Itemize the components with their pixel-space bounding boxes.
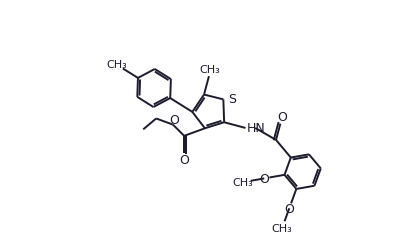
- Text: CH₃: CH₃: [199, 65, 220, 75]
- Text: HN: HN: [247, 121, 266, 134]
- Text: S: S: [229, 93, 236, 106]
- Text: CH₃: CH₃: [233, 177, 254, 187]
- Text: O: O: [277, 111, 287, 124]
- Text: O: O: [179, 153, 189, 166]
- Text: O: O: [259, 172, 269, 185]
- Text: CH₃: CH₃: [106, 60, 127, 70]
- Text: CH₃: CH₃: [271, 224, 292, 234]
- Text: O: O: [169, 114, 179, 127]
- Text: O: O: [284, 202, 294, 215]
